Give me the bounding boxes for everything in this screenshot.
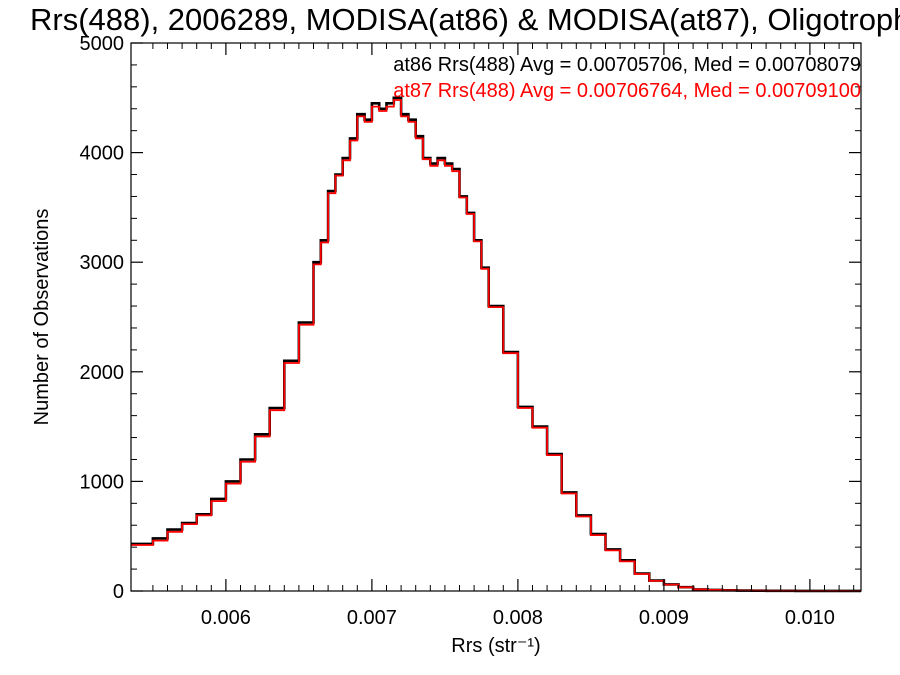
y-tick-label: 5000 [80,33,125,55]
x-tick-label: 0.010 [785,607,835,629]
x-axis-label: Rrs (str⁻¹) [451,635,540,657]
y-tick-label: 3000 [80,252,125,274]
chart-title: Rrs(488), 2006289, MODISA(at86) & MODISA… [30,2,900,37]
y-tick-label: 1000 [80,471,125,493]
x-tick-label: 0.008 [493,607,543,629]
x-tick-label: 0.006 [201,607,251,629]
series-line-at87 [131,99,861,592]
x-tick-label: 0.009 [639,607,689,629]
y-tick-label: 0 [113,581,124,603]
plot-frame [130,42,862,592]
series-line-at86 [131,96,861,593]
y-tick-label: 4000 [80,143,125,165]
annotation-at86: at86 Rrs(488) Avg = 0.00705706, Med = 0.… [393,54,861,76]
series-layer [131,96,861,593]
annotation-at87: at87 Rrs(488) Avg = 0.00706764, Med = 0.… [393,80,861,102]
y-tick-label: 2000 [80,362,125,384]
tick-labels-layer: 0.006 0.007 0.008 0.009 0.010 0 1000 2000 3000 40… [80,33,835,629]
x-tick-label: 0.007 [347,607,397,629]
y-axis-label: Number of Observations [31,209,53,426]
ticks-layer [131,42,861,592]
